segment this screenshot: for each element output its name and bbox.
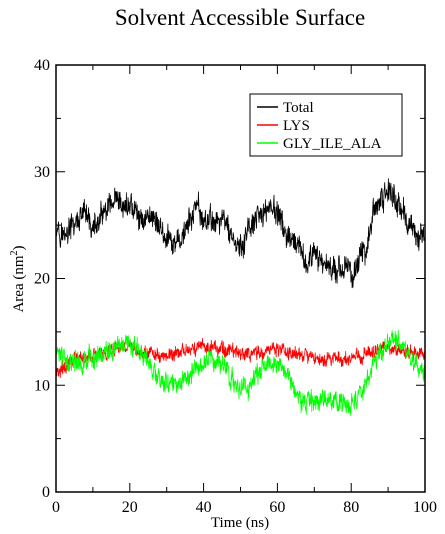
y-tick-label: 10 [34,377,50,394]
x-tick-label: 40 [196,499,212,516]
y-axis-label-tail: ) [11,245,27,250]
y-tick-label: 0 [42,484,50,501]
x-axis-label: Time (ns) [211,515,269,531]
legend-label-gly-ile-ala: GLY_ILE_ALA [283,136,382,152]
series-line-gly-ile-ala [55,329,426,416]
series-line-lys [55,338,426,379]
axes-layer: 0 20 40 60 80 100 0 10 20 30 40 [34,57,437,516]
x-tick-label: 100 [413,499,437,516]
y-tick-label: 40 [34,57,50,74]
x-tick-label: 0 [52,499,60,516]
x-tick-label: 80 [343,499,359,516]
x-tick-label: 60 [269,499,285,516]
y-tick-label: 20 [34,271,50,288]
legend-label-total: Total [283,100,314,116]
legend: Total LYS GLY_ILE_ALA [249,93,403,157]
y-axis-label: Area (nm2) [9,245,27,312]
x-tick-label: 20 [122,499,138,516]
y-tick-label: 30 [34,164,50,181]
legend-label-lys: LYS [283,118,310,134]
y-axis-label-sup: 2 [9,250,20,255]
series-layer [55,178,426,416]
chart-title: Solvent Accessible Surface [115,5,365,30]
y-axis-label-main: Area (nm [11,255,27,312]
series-line-total [55,178,426,289]
